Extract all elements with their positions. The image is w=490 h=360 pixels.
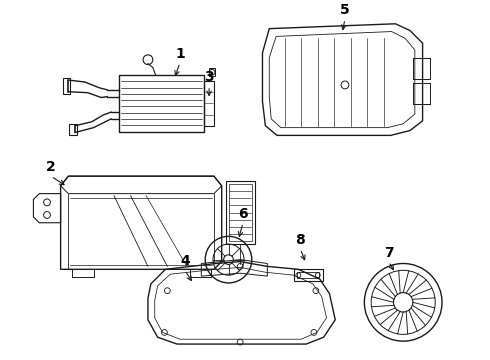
Bar bbox=[119, 75, 204, 131]
Text: 8: 8 bbox=[295, 233, 305, 247]
Text: 2: 2 bbox=[46, 160, 56, 174]
Text: 5: 5 bbox=[340, 3, 350, 17]
Text: 3: 3 bbox=[204, 70, 214, 84]
Bar bbox=[294, 269, 322, 281]
Bar bbox=[72, 269, 94, 277]
Bar bbox=[413, 58, 430, 79]
Bar bbox=[63, 78, 70, 94]
Text: 6: 6 bbox=[238, 207, 248, 221]
Text: 1: 1 bbox=[175, 47, 185, 61]
Bar bbox=[190, 269, 211, 277]
Bar bbox=[413, 83, 430, 104]
Bar bbox=[228, 184, 252, 241]
Text: 4: 4 bbox=[180, 255, 190, 268]
Bar bbox=[204, 81, 214, 126]
Bar bbox=[225, 181, 255, 244]
Text: 7: 7 bbox=[384, 246, 393, 260]
Bar bbox=[70, 124, 77, 135]
Bar bbox=[297, 272, 319, 278]
